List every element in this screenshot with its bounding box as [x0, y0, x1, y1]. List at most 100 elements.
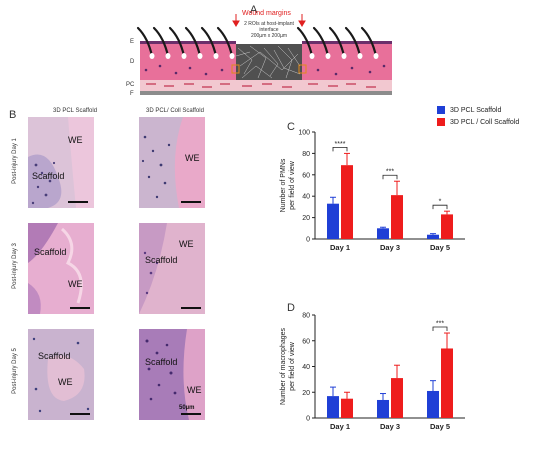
- micrograph-pcl-day3: Scaffold WE: [28, 223, 94, 314]
- y-tick-label: 0: [306, 237, 310, 244]
- label-scaffold: Scaffold: [145, 357, 178, 367]
- wound-margins-label: Wound margins: [242, 10, 291, 17]
- hair-bulbs: [149, 53, 379, 59]
- pc-layer: [140, 80, 392, 91]
- layer-label-pc: PC: [126, 82, 135, 88]
- panel-b-letter: B: [9, 109, 17, 121]
- y-axis-label: per field of view: [289, 160, 296, 210]
- significance-bracket: [432, 326, 448, 332]
- scale-bar: [70, 307, 90, 309]
- roi-left: [231, 64, 240, 74]
- label-scaffold: Scaffold: [34, 247, 67, 257]
- bar-pcl-coll: [391, 378, 403, 418]
- bar-pcl-coll: [441, 348, 453, 418]
- panel-c-letter: C: [287, 121, 295, 133]
- label-we: WE: [185, 153, 200, 163]
- roi-line-1: 2 ROIs at host-implant: [244, 21, 294, 27]
- layer-label-e: E: [130, 39, 135, 45]
- x-tick-label: Day 5: [430, 422, 450, 431]
- y-axis-label: per field of view: [289, 341, 296, 391]
- micrograph-pcl-coll-day1: WE: [139, 117, 205, 208]
- bar-pcl: [427, 390, 439, 418]
- micrograph-pcl-day1: WE Scaffold: [28, 117, 94, 208]
- label-we: WE: [58, 377, 73, 387]
- label-we: WE: [187, 385, 202, 395]
- legend-label-pcl: 3D PCL Scaffold: [450, 106, 502, 114]
- legend-item-pcl: 3D PCL Scaffold: [437, 106, 501, 114]
- pc-muscle-lines: [146, 83, 376, 88]
- significance-bracket: [332, 147, 348, 152]
- x-tick-label: Day 1: [330, 422, 350, 431]
- legend-label-pcl-coll: 3D PCL / Coll Scaffold: [450, 118, 520, 126]
- label-we: WE: [68, 135, 83, 145]
- y-tick-label: 40: [302, 194, 310, 201]
- micrograph-pcl-day5: Scaffold WE: [28, 329, 94, 420]
- legend-item-pcl-coll: 3D PCL / Coll Scaffold: [437, 118, 519, 126]
- skin-schematic: Wound margins 2 ROIs at host-implant int…: [126, 8, 400, 100]
- y-tick-label: 20: [302, 390, 310, 397]
- significance-stars: ****: [335, 141, 346, 148]
- y-tick-label: 80: [302, 151, 310, 158]
- panel-d-letter: D: [287, 302, 295, 314]
- bar-pcl-coll: [341, 165, 353, 239]
- tissue-texture: [28, 117, 94, 208]
- significance-stars: *: [439, 199, 442, 206]
- bar-pcl-coll: [441, 214, 453, 239]
- bar-pcl: [327, 203, 339, 239]
- col-title-pcl-coll: 3D PCL/ Coll Scaffold: [146, 108, 204, 114]
- bar-pcl-coll: [341, 398, 353, 418]
- significance-bracket: [382, 174, 398, 180]
- y-axis-label: Number of macrophages: [280, 327, 287, 405]
- bar-pcl: [377, 228, 389, 239]
- legend-swatch-pcl-coll: [437, 118, 445, 126]
- hair-follicles: [136, 26, 378, 58]
- row-label-day3: Post-injury Day 3: [12, 243, 18, 289]
- scaffold-mesh: [235, 45, 301, 79]
- wound-margin-arrows: [232, 14, 306, 27]
- significance-stars: ***: [386, 169, 394, 176]
- bar-pcl: [327, 396, 339, 418]
- label-scaffold: Scaffold: [145, 255, 178, 265]
- y-axis-label: Number of PMNs: [280, 158, 287, 212]
- y-tick-label: 80: [302, 313, 310, 320]
- label-we: WE: [179, 239, 194, 249]
- panel-a-letter: A: [250, 4, 258, 16]
- tissue-texture: [145, 329, 205, 420]
- row-label-day1: Post-injury Day 1: [12, 138, 18, 184]
- dermal-cells: [144, 64, 386, 76]
- scale-bar: [181, 307, 201, 309]
- x-tick-label: Day 3: [380, 243, 400, 252]
- bar-pcl: [427, 234, 439, 239]
- bar-pcl: [377, 399, 389, 418]
- tissue-texture: [139, 223, 167, 314]
- micrograph-pcl-coll-day5: Scaffold WE 50µm: [139, 329, 205, 420]
- tissue-texture: [141, 117, 205, 208]
- y-tick-label: 60: [302, 172, 310, 179]
- label-we: WE: [68, 279, 83, 289]
- roi-line-3: 200µm x 200µm: [250, 33, 288, 39]
- y-tick-label: 40: [302, 364, 310, 371]
- roi-line-2: interface: [259, 27, 279, 33]
- scale-label: 50µm: [179, 405, 195, 411]
- fascia-layer: [140, 91, 392, 95]
- significance-stars: ***: [436, 321, 444, 328]
- roi-right: [298, 64, 307, 74]
- y-tick-label: 60: [302, 338, 310, 345]
- layer-label-f: F: [130, 91, 134, 97]
- dermis-right: [302, 44, 392, 80]
- scale-bar: [181, 201, 201, 203]
- legend-swatch-pcl: [437, 106, 445, 114]
- x-tick-label: Day 5: [430, 243, 450, 252]
- row-label-day5: Post-injury Day 5: [12, 348, 18, 394]
- y-tick-label: 100: [298, 130, 310, 137]
- y-tick-label: 0: [306, 416, 310, 423]
- bar-pcl-coll: [391, 195, 403, 239]
- scale-bar: [68, 201, 88, 203]
- y-tick-label: 20: [302, 215, 310, 222]
- pmn-bar-chart: 0 20 40 60 80 100 Number of PMNs per field of v…: [280, 130, 465, 252]
- epidermis-right: [302, 41, 392, 44]
- macrophage-bar-chart: 0 20 40 60 80 Number of macrophages per field …: [280, 313, 465, 431]
- tissue-texture: [28, 223, 83, 314]
- label-scaffold: Scaffold: [38, 351, 71, 361]
- col-title-pcl: 3D PCL Scaffold: [53, 108, 98, 114]
